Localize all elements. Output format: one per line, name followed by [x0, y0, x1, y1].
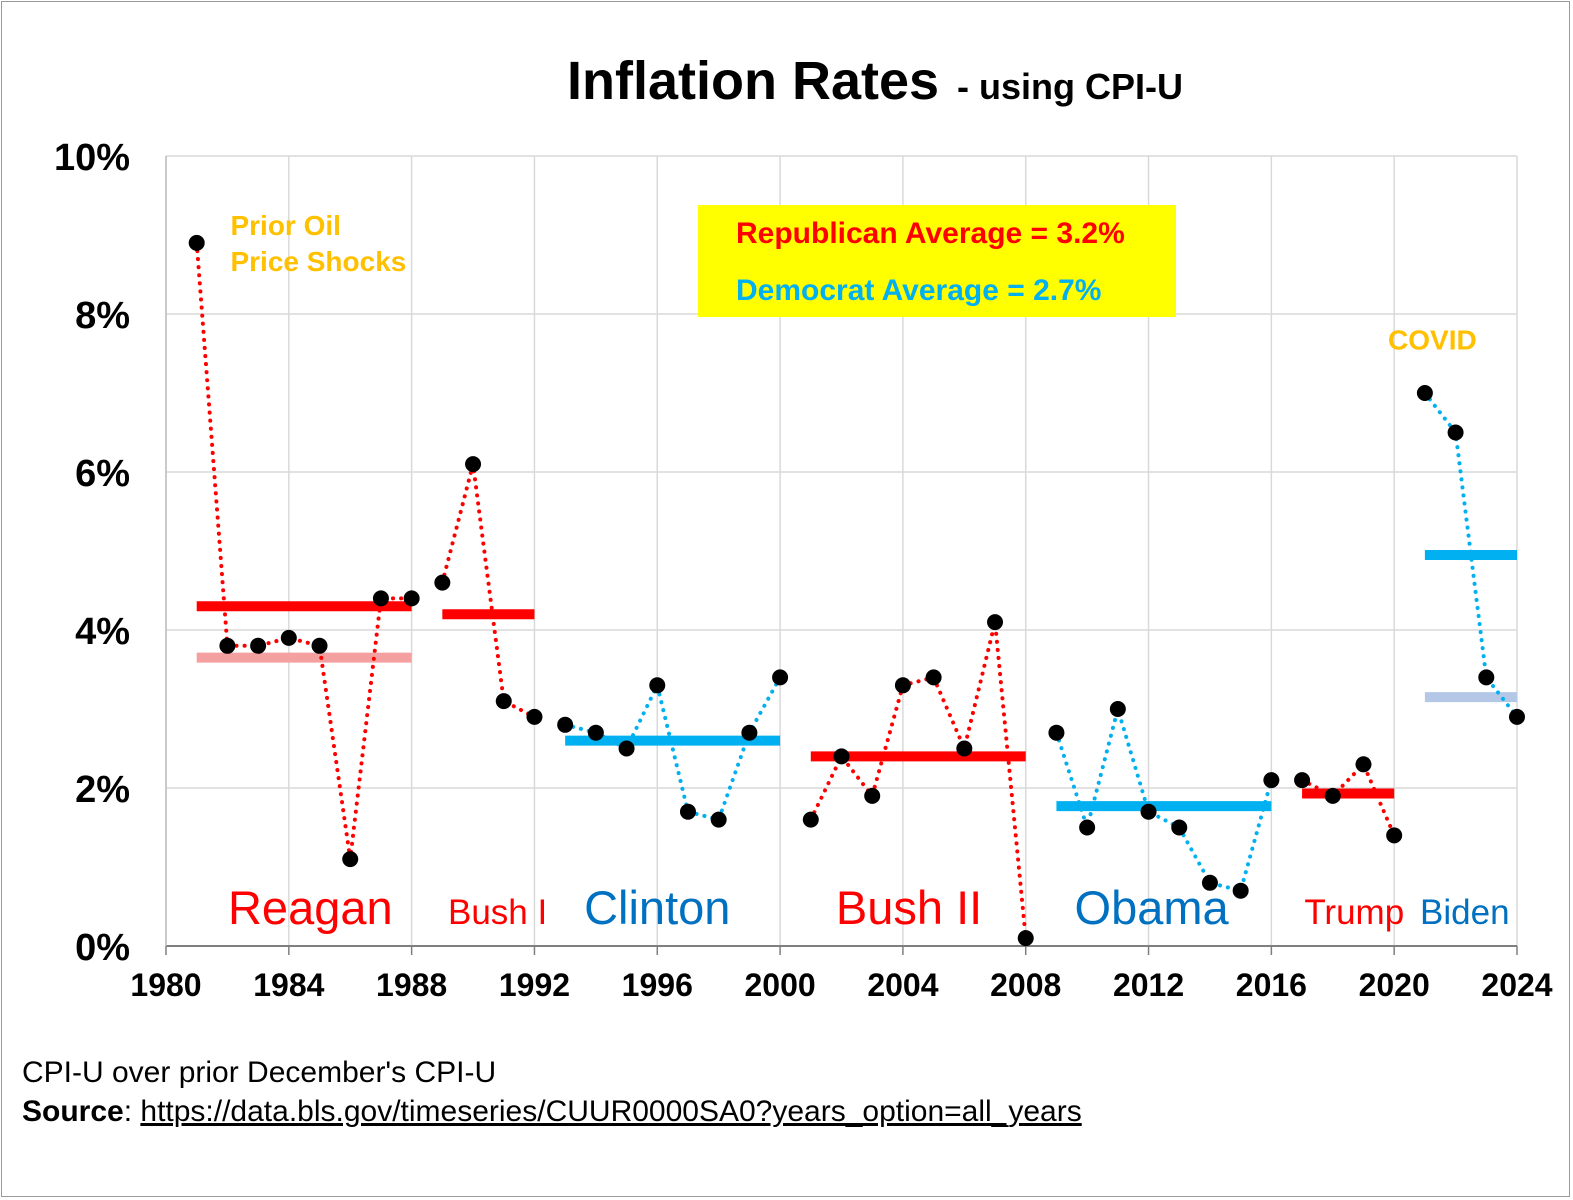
data-point [864, 787, 881, 804]
series-line [1422, 391, 1519, 719]
data-point [1447, 424, 1464, 441]
data-point [741, 724, 758, 741]
data-point [372, 590, 389, 607]
x-tick-label: 2016 [1236, 967, 1307, 1003]
president-label: Bush I [448, 893, 547, 932]
data-point [1263, 772, 1280, 789]
democrat-average-label: Democrat Average = 2.7% [736, 274, 1101, 307]
y-tick-label: 10% [54, 137, 130, 179]
series-layer [194, 240, 1519, 941]
footer-source: Source: https://data.bls.gov/timeseries/… [22, 1095, 1082, 1129]
data-point [679, 803, 696, 820]
data-point [1079, 819, 1096, 836]
annotation-label: COVID [1388, 325, 1477, 356]
data-point [833, 748, 850, 765]
source-link[interactable]: https://data.bls.gov/timeseries/CUUR0000… [140, 1095, 1082, 1128]
legend-box-background [698, 205, 1176, 317]
annotation-label: Price Shocks [230, 246, 406, 277]
labels-layer: Reagan Bush I Clinton Bush II Obama Trump Bide… [228, 210, 1510, 934]
x-tick-label: 1992 [499, 967, 570, 1003]
data-point [1478, 669, 1495, 686]
data-point [1201, 874, 1218, 891]
data-point [1294, 772, 1311, 789]
data-point [587, 724, 604, 741]
average-bars-layer [196, 549, 1517, 812]
data-point [434, 574, 451, 591]
series-line [563, 675, 783, 822]
series-line [1054, 701, 1274, 894]
data-point [710, 811, 727, 828]
x-tick-label: 1984 [253, 967, 324, 1003]
data-point [219, 637, 236, 654]
data-point [280, 629, 297, 646]
president-label: Obama [1075, 881, 1230, 934]
data-point [557, 716, 574, 733]
president-label: Trump [1304, 893, 1404, 932]
annotation-label: Prior Oil [230, 210, 340, 241]
series-line [440, 463, 537, 719]
axis-layer: 1980 1984 1988 1992 1996 2000 2004 2008 2012 2016… [54, 137, 1553, 1003]
data-point [772, 669, 789, 686]
data-point [465, 456, 482, 473]
x-tick-label: 1988 [376, 967, 447, 1003]
data-point [956, 740, 973, 757]
source-label: Source [22, 1095, 124, 1128]
inflation-chart: 1980 1984 1988 1992 1996 2000 2004 2008 2012 2016… [54, 137, 1553, 1003]
x-tick-label: 1996 [622, 967, 693, 1003]
data-point [1232, 882, 1249, 899]
data-point [188, 234, 205, 251]
president-label: Biden [1420, 893, 1510, 932]
y-tick-label: 8% [75, 295, 130, 337]
footer-note: CPI-U over prior December's CPI-U [22, 1056, 497, 1089]
x-tick-label: 2008 [990, 967, 1061, 1003]
data-point [342, 851, 359, 868]
data-point [925, 669, 942, 686]
data-point [1324, 787, 1341, 804]
data-point [1171, 819, 1188, 836]
data-point [1386, 827, 1403, 844]
data-point [526, 708, 543, 725]
data-point [1140, 803, 1157, 820]
data-point [1048, 724, 1065, 741]
x-tick-label: 2024 [1481, 967, 1552, 1003]
president-label: Bush II [836, 881, 982, 934]
y-tick-label: 0% [75, 927, 130, 969]
x-tick-label: 1980 [130, 967, 201, 1003]
data-point [987, 614, 1004, 631]
series-line [194, 240, 414, 860]
average-legend-box: Republican Average = 3.2% Democrat Averag… [698, 205, 1176, 317]
series-line [1300, 760, 1397, 838]
president-label: Reagan [228, 881, 393, 934]
x-tick-label: 2020 [1359, 967, 1430, 1003]
data-point [311, 637, 328, 654]
data-point [1109, 701, 1126, 717]
data-point [1509, 708, 1525, 725]
series-line [808, 621, 1028, 941]
y-tick-label: 2% [75, 769, 130, 811]
x-tick-label: 2004 [867, 967, 938, 1003]
chart-title-wrap: Inflation Rates - using CPI-U [0, 50, 1573, 112]
data-point [894, 677, 911, 694]
source-separator: : [123, 1095, 141, 1128]
data-point [802, 811, 819, 828]
data-point [495, 693, 512, 710]
points-layer [188, 234, 1525, 947]
y-tick-label: 4% [75, 611, 130, 653]
republican-average-label: Republican Average = 3.2% [736, 217, 1125, 250]
data-point [618, 740, 635, 757]
president-label: Clinton [584, 881, 730, 934]
x-tick-label: 2012 [1113, 967, 1184, 1003]
y-tick-label: 6% [75, 453, 130, 495]
data-point [1017, 930, 1034, 947]
data-point [1416, 385, 1433, 401]
chart-subtitle: - using CPI-U [957, 66, 1184, 107]
data-point [250, 637, 267, 654]
data-point [1355, 756, 1372, 773]
x-tick-label: 2000 [744, 967, 815, 1003]
data-point [403, 590, 420, 607]
chart-title: Inflation Rates [566, 51, 940, 111]
data-point [649, 677, 666, 694]
